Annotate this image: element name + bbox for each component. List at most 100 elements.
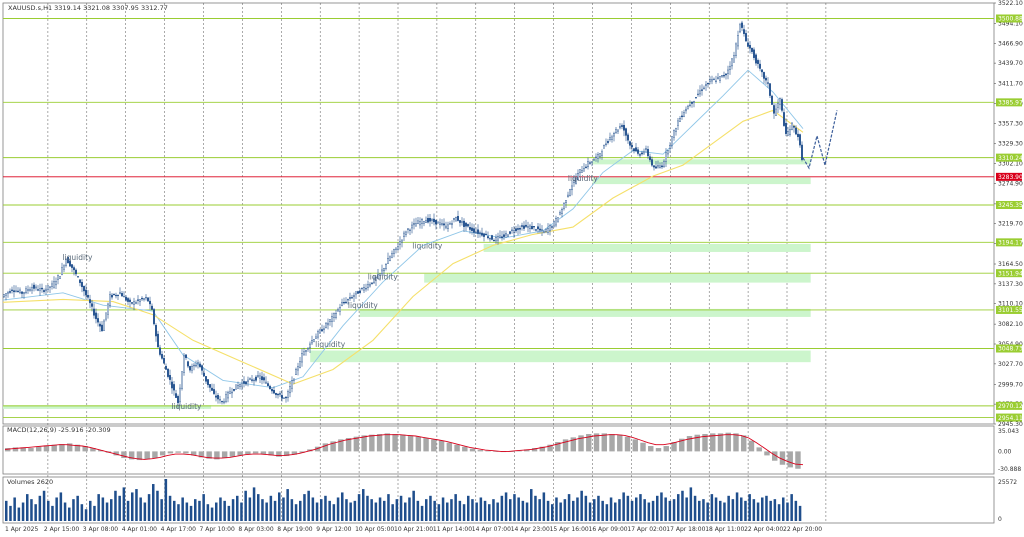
volume-bar bbox=[454, 494, 457, 521]
candle-body bbox=[687, 105, 689, 110]
candle-body bbox=[343, 302, 345, 304]
time-tick-label: 17 Apr 02:00 bbox=[627, 526, 666, 533]
volume-bar bbox=[597, 495, 600, 521]
macd-histogram-bar bbox=[547, 444, 553, 452]
candle-body bbox=[593, 159, 595, 161]
candle-body bbox=[57, 275, 59, 280]
price-tick-label: 3054.90 bbox=[998, 341, 1023, 348]
candle-body bbox=[141, 297, 143, 300]
candle-body bbox=[357, 291, 359, 294]
candle-body bbox=[291, 380, 293, 389]
candle-body bbox=[583, 168, 585, 172]
candle-body bbox=[575, 177, 577, 184]
candle-body bbox=[229, 391, 231, 394]
volume-bar bbox=[210, 507, 214, 521]
candle-body bbox=[373, 277, 375, 284]
volume-bar bbox=[706, 502, 709, 521]
macd-histogram-bar bbox=[144, 451, 150, 460]
candle-body bbox=[795, 127, 797, 135]
volume-bar bbox=[429, 495, 432, 521]
price-tick-label: 3082.10 bbox=[998, 321, 1023, 328]
candle-body bbox=[257, 375, 259, 377]
macd-histogram-bar bbox=[43, 445, 50, 452]
candle-body bbox=[129, 299, 131, 303]
candle-body bbox=[437, 221, 439, 224]
candle-body bbox=[49, 286, 51, 288]
candle-body bbox=[233, 389, 235, 391]
candle-body bbox=[585, 166, 587, 168]
liquidity-labels: liquidity liquidity liquidity liquidity liqu… bbox=[62, 174, 598, 411]
candle-body bbox=[93, 308, 95, 316]
candle-body bbox=[195, 364, 197, 367]
candle-body bbox=[791, 122, 793, 130]
volume-bar bbox=[735, 492, 739, 521]
level-tag-label: 3283.90 bbox=[998, 174, 1023, 181]
macd-histogram-bar bbox=[485, 450, 491, 452]
candle-body bbox=[173, 384, 175, 391]
candle-body bbox=[509, 231, 511, 234]
volume-bar bbox=[517, 497, 520, 521]
candle-body bbox=[401, 239, 403, 243]
candle-body bbox=[755, 54, 757, 64]
volume-bar bbox=[110, 499, 113, 521]
candle-body bbox=[467, 224, 469, 227]
candle-body bbox=[573, 180, 575, 184]
volume-bar bbox=[202, 494, 205, 521]
time-tick-label: 10 Apr 05:00 bbox=[355, 526, 394, 533]
volume-bar bbox=[752, 499, 756, 521]
macd-histogram-bar bbox=[578, 435, 584, 452]
macd-histogram-bar bbox=[524, 449, 530, 452]
candle-body bbox=[11, 289, 13, 291]
candle-body bbox=[389, 256, 391, 261]
price-tick-label: 3302.10 bbox=[998, 161, 1023, 168]
candle-body bbox=[651, 159, 653, 166]
candle-body bbox=[111, 294, 113, 298]
candle-body bbox=[39, 288, 41, 291]
time-axis[interactable]: 1 Apr 2025 2 Apr 15:00 3 Apr 08:00 4 Apr 01… bbox=[5, 526, 822, 533]
candle-body bbox=[145, 296, 147, 299]
volume-bar bbox=[357, 494, 361, 521]
volume-bar bbox=[488, 504, 491, 521]
candle-body bbox=[695, 97, 697, 99]
candle-body bbox=[333, 313, 335, 318]
candle-body bbox=[219, 399, 221, 401]
candle-body bbox=[461, 221, 463, 223]
level-tag bbox=[996, 305, 1022, 314]
level-tag-label: 3385.97 bbox=[998, 100, 1023, 107]
volume-bar bbox=[630, 500, 634, 521]
candle-body bbox=[281, 395, 283, 399]
candle-body bbox=[801, 144, 803, 160]
candle-body bbox=[359, 290, 361, 293]
candle-body bbox=[465, 222, 467, 227]
volume-bar bbox=[412, 490, 415, 521]
macd-histogram-bar bbox=[586, 434, 592, 452]
horizontal-levels[interactable] bbox=[3, 18, 994, 419]
candle-body bbox=[511, 229, 513, 231]
candle-body bbox=[63, 265, 65, 270]
volume-bar bbox=[59, 492, 63, 521]
candle-body bbox=[119, 292, 121, 294]
volume-bar bbox=[290, 499, 294, 521]
candle-body bbox=[13, 290, 15, 293]
liquidity-label: liquidity bbox=[568, 174, 599, 183]
macd-histogram-bar bbox=[415, 436, 422, 452]
macd-histogram-bar bbox=[787, 451, 793, 468]
candle-body bbox=[789, 129, 791, 135]
volume-bar bbox=[252, 487, 256, 521]
volume-bar bbox=[425, 499, 428, 521]
candle-body bbox=[479, 232, 481, 234]
volume-bar bbox=[198, 500, 201, 521]
candle-body bbox=[269, 385, 271, 390]
candle-body bbox=[65, 258, 67, 266]
candle-body bbox=[183, 355, 185, 373]
volume-bar bbox=[332, 504, 336, 521]
macd-histogram-bar bbox=[74, 444, 81, 452]
candle-body bbox=[265, 381, 267, 384]
volume-bar bbox=[559, 502, 562, 521]
candle-body bbox=[407, 228, 409, 230]
candle-body bbox=[135, 302, 137, 304]
candle-body bbox=[637, 149, 639, 154]
candle-body bbox=[703, 87, 705, 90]
time-tick-label: 11 Apr 14:00 bbox=[433, 526, 472, 533]
